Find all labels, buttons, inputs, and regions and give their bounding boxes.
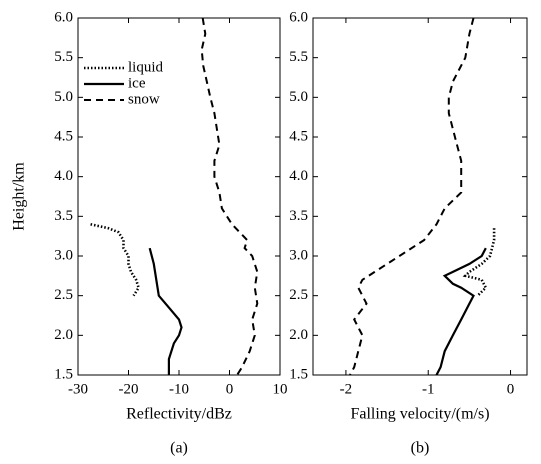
y-tick-label: 5.0 (54, 89, 73, 105)
series-line (435, 247, 487, 376)
y-tick-label: 2.0 (289, 327, 308, 343)
legend-label: ice (128, 75, 146, 91)
series-line (349, 17, 475, 376)
y-tick-label: 3.5 (289, 208, 308, 224)
y-tick-label: 6.0 (54, 9, 73, 25)
x-tick-label: -1 (422, 381, 435, 397)
x-axis-label: Reflectivity/dBz (126, 406, 232, 423)
x-tick-label: 0 (226, 381, 234, 397)
x-tick-label: -2 (340, 381, 353, 397)
y-tick-label: 2.5 (54, 287, 73, 303)
series-line (462, 228, 496, 297)
x-tick-label: -30 (68, 381, 88, 397)
y-tick-label: 5.0 (289, 89, 308, 105)
panel-caption: (a) (170, 440, 188, 457)
series-line (200, 17, 259, 376)
y-tick-label: 4.5 (54, 128, 73, 144)
y-tick-label: 3.0 (289, 247, 308, 263)
legend-label: liquid (128, 59, 164, 75)
y-tick-label: 4.0 (289, 168, 308, 184)
y-tick-label: 5.5 (289, 49, 308, 65)
y-tick-label: 4.5 (289, 128, 308, 144)
y-tick-label: 2.5 (289, 287, 308, 303)
series-line (148, 247, 183, 375)
x-tick-label: -20 (119, 381, 139, 397)
y-tick-label: 4.0 (54, 168, 73, 184)
series-line (90, 223, 141, 297)
y-tick-label: 3.5 (54, 208, 73, 224)
y-tick-label: 2.0 (54, 327, 73, 343)
y-tick-label: 5.5 (54, 49, 73, 65)
y-tick-label: 1.5 (54, 366, 73, 382)
plot-frame (312, 17, 528, 376)
y-tick-label: 3.0 (54, 247, 73, 263)
x-tick-label: -10 (169, 381, 189, 397)
x-tick-label: 10 (273, 381, 288, 397)
y-tick-label: 6.0 (289, 9, 308, 25)
y-axis-label: Height/km (11, 162, 28, 231)
x-tick-label: 0 (507, 381, 515, 397)
x-axis-label: Falling velocity/(m/s) (350, 406, 489, 423)
legend-label: snow (128, 91, 160, 107)
panel-caption: (b) (411, 440, 430, 457)
y-tick-label: 1.5 (289, 366, 308, 382)
